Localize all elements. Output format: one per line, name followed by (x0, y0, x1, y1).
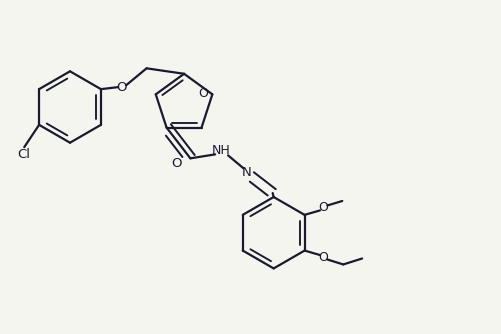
Text: O: O (318, 201, 328, 214)
Text: N: N (241, 166, 252, 179)
Text: O: O (198, 87, 208, 100)
Text: O: O (116, 81, 127, 94)
Text: Cl: Cl (18, 148, 31, 161)
Text: NH: NH (211, 144, 230, 157)
Text: O: O (318, 251, 328, 264)
Text: O: O (171, 157, 181, 170)
